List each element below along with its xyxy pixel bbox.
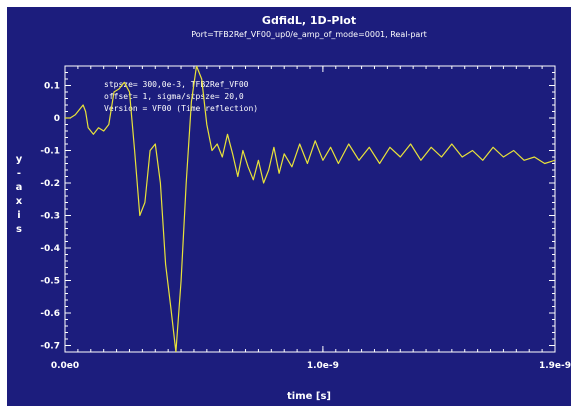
y-tick-label: -0.3 bbox=[40, 212, 60, 222]
y-axis-label-char: a bbox=[16, 182, 23, 193]
y-axis-label-char: x bbox=[16, 196, 23, 207]
y-axis-label-char: i bbox=[17, 210, 20, 221]
x-tick-label: 1.9e-9 bbox=[539, 361, 571, 371]
annotation-block: stpsze= 300,0e-3, TFB2Ref_VF00 offset= 1… bbox=[104, 80, 258, 113]
chart-subtitle: Port=TFB2Ref_VF00_up0/e_amp_of_mode=0001… bbox=[191, 30, 427, 39]
y-tick-label: -0.7 bbox=[40, 342, 60, 352]
line-chart: GdfidL, 1D-Plot Port=TFB2Ref_VF00_up0/e_… bbox=[16, 14, 571, 402]
y-axis-label-char: - bbox=[17, 168, 21, 179]
y-tick-label: -0.1 bbox=[40, 147, 60, 157]
annotation-line-1: stpsze= 300,0e-3, TFB2Ref_VF00 bbox=[104, 80, 249, 89]
y-tick-label: -0.6 bbox=[40, 309, 60, 319]
chart-title: GdfidL, 1D-Plot bbox=[262, 14, 356, 27]
series-line bbox=[65, 66, 555, 352]
x-axis-label: time [s] bbox=[287, 391, 331, 402]
y-tick-label: 0.1 bbox=[44, 82, 60, 92]
x-tick-label: 0.0e0 bbox=[51, 361, 79, 371]
y-tick-label: 0 bbox=[54, 114, 60, 124]
y-axis-label-char: s bbox=[16, 224, 22, 235]
annotation-line-2: offset= 1, sigma/stpsze= 20,0 bbox=[104, 92, 244, 101]
plot-panel: GdfidL, 1D-Plot Port=TFB2Ref_VF00_up0/e_… bbox=[7, 7, 571, 406]
y-tick-label: -0.4 bbox=[40, 244, 60, 254]
annotation-line-3: Version = VF00 (Time reflection) bbox=[104, 104, 258, 113]
y-tick-label: -0.2 bbox=[40, 179, 60, 189]
y-axis-label-char: y bbox=[16, 154, 23, 165]
x-tick-label: 1.0e-9 bbox=[307, 361, 339, 371]
y-tick-label: -0.5 bbox=[40, 277, 60, 287]
